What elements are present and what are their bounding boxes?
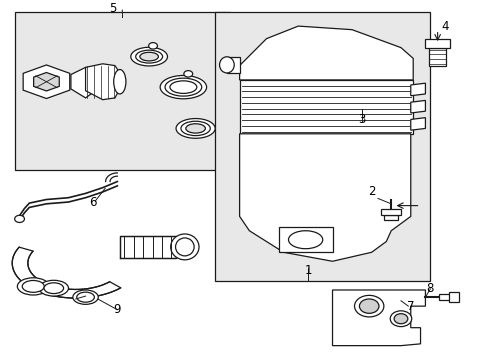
Ellipse shape	[18, 278, 49, 295]
Ellipse shape	[44, 283, 63, 293]
Text: 2: 2	[367, 185, 375, 198]
Polygon shape	[410, 83, 425, 96]
Ellipse shape	[170, 81, 196, 93]
Circle shape	[148, 42, 157, 49]
Text: 7: 7	[406, 300, 414, 312]
Ellipse shape	[113, 69, 125, 94]
Circle shape	[359, 299, 378, 313]
Circle shape	[393, 314, 407, 324]
Ellipse shape	[175, 238, 194, 256]
Ellipse shape	[185, 124, 205, 133]
Ellipse shape	[77, 292, 94, 302]
Polygon shape	[239, 80, 412, 134]
Text: 4: 4	[440, 19, 448, 33]
Ellipse shape	[22, 280, 44, 292]
Circle shape	[15, 215, 24, 222]
Polygon shape	[85, 64, 120, 100]
Polygon shape	[424, 39, 449, 48]
Polygon shape	[226, 57, 239, 73]
Polygon shape	[381, 209, 400, 215]
Polygon shape	[71, 67, 95, 98]
Ellipse shape	[288, 231, 322, 249]
Polygon shape	[332, 290, 425, 346]
Polygon shape	[239, 134, 410, 261]
Polygon shape	[34, 72, 59, 91]
Ellipse shape	[176, 118, 215, 138]
Polygon shape	[448, 292, 458, 302]
Text: 5: 5	[108, 2, 116, 15]
Polygon shape	[278, 227, 332, 252]
Bar	[15, 12, 229, 170]
Ellipse shape	[140, 52, 158, 61]
Polygon shape	[120, 236, 176, 258]
Ellipse shape	[160, 76, 206, 99]
Ellipse shape	[136, 50, 162, 63]
Ellipse shape	[170, 234, 199, 260]
Text: 1: 1	[304, 264, 311, 277]
Polygon shape	[384, 215, 397, 220]
Ellipse shape	[164, 78, 201, 96]
Ellipse shape	[219, 57, 234, 73]
Circle shape	[183, 71, 192, 77]
Polygon shape	[438, 294, 450, 300]
Ellipse shape	[181, 121, 210, 136]
Text: 3: 3	[357, 113, 365, 126]
Circle shape	[354, 295, 383, 317]
Polygon shape	[410, 100, 425, 113]
Polygon shape	[428, 48, 446, 66]
Ellipse shape	[73, 290, 98, 304]
Text: 9: 9	[113, 303, 121, 316]
Ellipse shape	[39, 280, 68, 296]
Text: 6: 6	[89, 195, 97, 208]
Text: 8: 8	[426, 282, 433, 295]
Polygon shape	[23, 65, 70, 99]
Ellipse shape	[130, 47, 167, 66]
Polygon shape	[410, 118, 425, 130]
Bar	[215, 12, 429, 281]
Polygon shape	[239, 26, 412, 80]
Polygon shape	[12, 247, 121, 298]
Circle shape	[389, 311, 411, 327]
